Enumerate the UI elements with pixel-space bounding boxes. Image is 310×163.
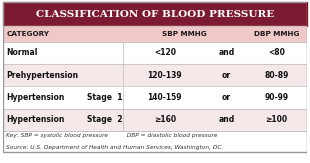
Text: <80: <80: [268, 48, 285, 57]
Bar: [3, 131, 307, 152]
Bar: [3, 64, 307, 86]
Bar: [3, 42, 307, 64]
Text: 90-99: 90-99: [264, 93, 289, 102]
Text: Source: U.S. Department of Health and Human Services, Washington, DC.: Source: U.S. Department of Health and Hu…: [6, 145, 224, 150]
Text: 140-159: 140-159: [148, 93, 182, 102]
Text: and: and: [218, 48, 235, 57]
Text: Key: SBP = systolic blood pressure          DBP = diastolic blood pressure: Key: SBP = systolic blood pressure DBP =…: [6, 133, 218, 138]
Text: Stage  1: Stage 1: [86, 93, 122, 102]
Text: SBP MMHG: SBP MMHG: [162, 31, 207, 37]
Text: 120-139: 120-139: [148, 71, 182, 80]
Bar: [3, 109, 307, 131]
Text: 80-89: 80-89: [264, 71, 289, 80]
Text: CLASSIFICATION OF BLOOD PRESSURE: CLASSIFICATION OF BLOOD PRESSURE: [36, 9, 274, 19]
Text: Hypertension: Hypertension: [6, 115, 64, 124]
Text: CATEGORY: CATEGORY: [6, 31, 49, 37]
Text: ≥100: ≥100: [265, 115, 288, 124]
Text: Stage  2: Stage 2: [86, 115, 122, 124]
Text: Normal: Normal: [6, 48, 38, 57]
Text: and: and: [218, 115, 235, 124]
Bar: [3, 26, 307, 42]
Bar: [3, 86, 307, 109]
Text: or: or: [222, 71, 231, 80]
Text: Prehypertension: Prehypertension: [6, 71, 78, 80]
Text: or: or: [222, 93, 231, 102]
Bar: [3, 2, 307, 26]
Text: <120: <120: [154, 48, 176, 57]
Text: ≥160: ≥160: [154, 115, 176, 124]
Text: DBP MMHG: DBP MMHG: [254, 31, 299, 37]
Text: Hypertension: Hypertension: [6, 93, 64, 102]
